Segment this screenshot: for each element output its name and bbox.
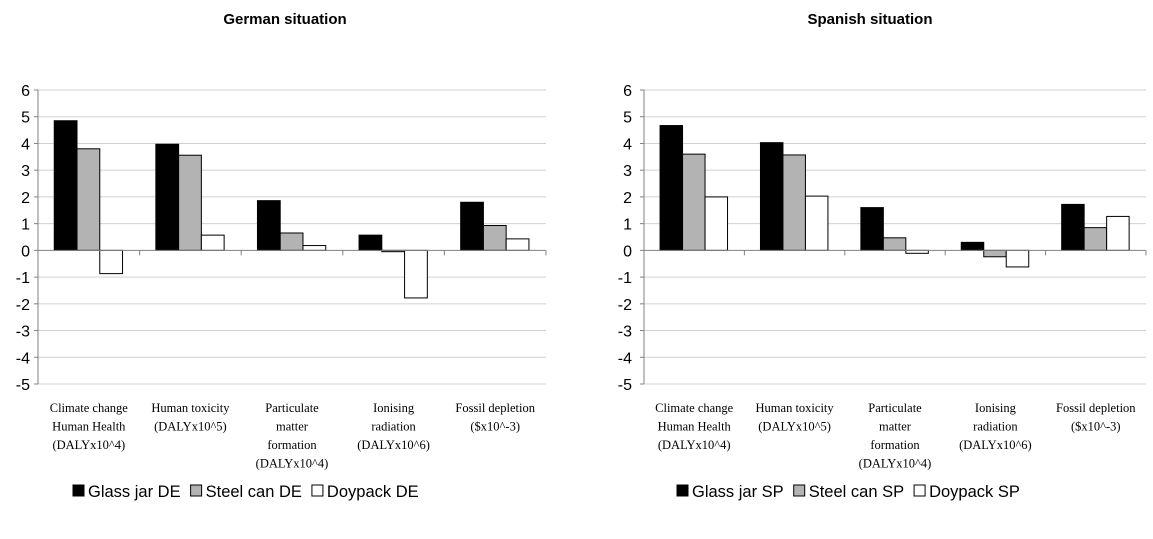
legend-swatch-glass-jar bbox=[72, 484, 85, 497]
x-category-label: matter bbox=[879, 420, 912, 434]
bar-glass-jar bbox=[659, 125, 684, 251]
x-category-label: Human toxicity bbox=[756, 401, 835, 415]
legend-label-glass-jar: Glass jar DE bbox=[88, 483, 181, 501]
x-category-label: radiation bbox=[973, 420, 1018, 434]
bar-steel-can bbox=[882, 237, 907, 251]
bar-glass-jar bbox=[358, 234, 383, 251]
x-category-label: Fossil depletion bbox=[1056, 401, 1136, 415]
y-tick-label: -3 bbox=[618, 324, 632, 341]
bar-doypack bbox=[1005, 249, 1030, 268]
bar-steel-can bbox=[983, 249, 1007, 258]
bar-glass-jar bbox=[1061, 203, 1085, 251]
legend-swatch-steel-can bbox=[190, 484, 203, 497]
x-category-label: formation bbox=[267, 438, 317, 452]
bar-glass-jar bbox=[256, 200, 281, 251]
bar-doypack bbox=[704, 196, 729, 251]
legend-swatch-doypack bbox=[311, 484, 324, 497]
chart-title: Spanish situation bbox=[807, 11, 932, 28]
x-category-label: Climate change bbox=[50, 401, 129, 415]
x-category-label: radiation bbox=[371, 420, 416, 434]
bar-glass-jar bbox=[53, 120, 78, 251]
y-tick-label: 2 bbox=[21, 190, 30, 207]
y-tick-label: -5 bbox=[618, 377, 632, 394]
x-category-label: matter bbox=[276, 420, 309, 434]
legend-label-doypack: Doypack SP bbox=[929, 483, 1020, 501]
bar-doypack bbox=[200, 234, 225, 251]
y-tick-label: 3 bbox=[21, 163, 30, 180]
x-category-label: Particulate bbox=[265, 401, 319, 415]
x-category-label: formation bbox=[870, 438, 920, 452]
bar-steel-can bbox=[76, 148, 101, 251]
bar-steel-can bbox=[482, 225, 507, 251]
x-category-label: Human Health bbox=[52, 420, 126, 434]
x-category-label: ($x10^-3) bbox=[470, 420, 520, 434]
legend-label-doypack: Doypack DE bbox=[327, 483, 419, 501]
legend-label-steel-can: Steel can DE bbox=[206, 483, 302, 501]
y-tick-label: 1 bbox=[623, 217, 632, 234]
legend-label-glass-jar: Glass jar SP bbox=[692, 483, 784, 501]
x-category-label: (DALYx10^5) bbox=[758, 420, 831, 434]
y-tick-label: 6 bbox=[623, 83, 632, 100]
bar-steel-can bbox=[178, 154, 202, 251]
x-category-label: (DALYx10^6) bbox=[959, 438, 1032, 452]
y-tick-label: 5 bbox=[21, 110, 30, 127]
bar-doypack bbox=[505, 238, 530, 251]
bar-doypack bbox=[1106, 215, 1130, 251]
y-tick-label: 3 bbox=[623, 163, 632, 180]
y-tick-label: 0 bbox=[21, 243, 30, 260]
x-category-label: Human Health bbox=[658, 420, 732, 434]
x-category-label: (DALYx10^4) bbox=[859, 457, 932, 471]
bar-glass-jar bbox=[860, 207, 884, 251]
bar-doypack bbox=[804, 195, 829, 251]
bar-doypack bbox=[99, 249, 124, 275]
y-tick-label: 0 bbox=[623, 243, 632, 260]
legend-swatch-steel-can bbox=[793, 484, 806, 497]
y-tick-label: 6 bbox=[21, 83, 30, 100]
chart-title: German situation bbox=[223, 11, 346, 28]
x-category-label: Climate change bbox=[655, 401, 734, 415]
y-tick-label: 2 bbox=[623, 190, 632, 207]
spanish-chart-panel: Spanish situation -5 -4 -3 -2 -1 0 1 2 3 4 5 6 Climat… bbox=[618, 11, 1147, 501]
y-tick-label: -1 bbox=[16, 270, 30, 287]
x-category-label: Fossil depletion bbox=[455, 401, 535, 415]
y-tick-label: -5 bbox=[16, 377, 30, 394]
y-tick-label: 4 bbox=[623, 136, 632, 153]
x-category-label: Human toxicity bbox=[151, 401, 230, 415]
x-category-label: Particulate bbox=[868, 401, 922, 415]
bar-glass-jar bbox=[460, 201, 484, 251]
legend-swatch-doypack bbox=[913, 484, 926, 497]
legend-label-steel-can: Steel can SP bbox=[809, 483, 904, 501]
bar-glass-jar bbox=[759, 142, 784, 251]
x-category-label: Ionising bbox=[373, 401, 415, 415]
legend-swatch-glass-jar bbox=[676, 484, 689, 497]
bar-steel-can bbox=[279, 232, 304, 251]
y-tick-label: 5 bbox=[623, 110, 632, 127]
bar-steel-can bbox=[782, 154, 806, 251]
bar-doypack bbox=[404, 249, 428, 299]
y-tick-label: -2 bbox=[618, 297, 632, 314]
x-category-label: (DALYx10^4) bbox=[658, 438, 731, 452]
bar-doypack bbox=[302, 245, 327, 251]
x-category-label: Ionising bbox=[975, 401, 1017, 415]
y-tick-label: -3 bbox=[16, 324, 30, 341]
bar-steel-can bbox=[682, 153, 706, 251]
x-category-label: (DALYx10^5) bbox=[154, 420, 227, 434]
bar-glass-jar bbox=[155, 143, 180, 251]
y-tick-label: 1 bbox=[21, 217, 30, 234]
bar-glass-jar bbox=[960, 241, 985, 251]
x-category-label: (DALYx10^4) bbox=[52, 438, 125, 452]
german-chart-panel: German situation -5 -4 -3 -2 -1 0 1 2 3 4 5 6 Climate… bbox=[16, 11, 547, 501]
y-tick-label: -2 bbox=[16, 297, 30, 314]
y-tick-label: -1 bbox=[618, 270, 632, 287]
x-category-label: ($x10^-3) bbox=[1071, 420, 1121, 434]
y-tick-label: -4 bbox=[618, 350, 632, 367]
bar-steel-can bbox=[1083, 227, 1108, 251]
y-tick-label: -4 bbox=[16, 350, 30, 367]
x-category-label: (DALYx10^6) bbox=[357, 438, 430, 452]
x-category-label: (DALYx10^4) bbox=[256, 457, 329, 471]
y-tick-label: 4 bbox=[21, 136, 30, 153]
